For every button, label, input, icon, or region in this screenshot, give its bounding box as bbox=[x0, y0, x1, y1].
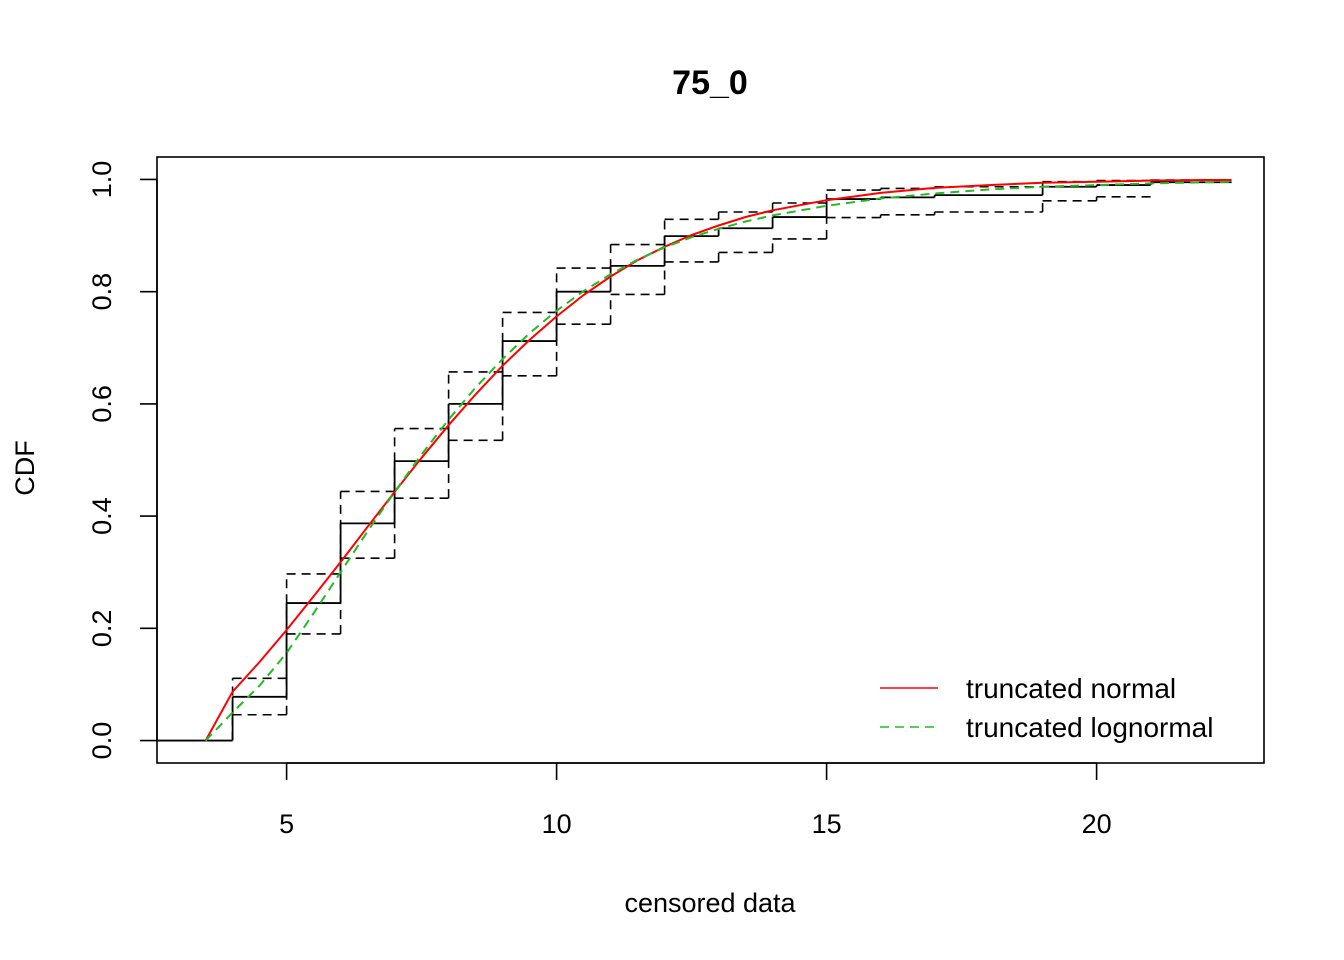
x-axis: 5 10 15 20 bbox=[279, 762, 1112, 839]
empirical-cdf bbox=[157, 181, 1232, 742]
y-axis-label: CDF bbox=[10, 440, 40, 496]
legend-label-truncated-normal: truncated normal bbox=[966, 673, 1176, 704]
legend-label-truncated-lognormal: truncated lognormal bbox=[966, 712, 1213, 743]
y-tick-label: 0.6 bbox=[87, 385, 117, 423]
fitted-curves bbox=[204, 179, 1232, 742]
y-tick-label: 0.2 bbox=[87, 610, 117, 648]
y-axis: 0.0 0.2 0.4 0.6 0.8 1.0 bbox=[87, 161, 158, 760]
y-tick-label: 0.4 bbox=[87, 497, 117, 535]
y-tick-label: 0.0 bbox=[87, 722, 117, 760]
legend: truncated normal truncated lognormal bbox=[880, 673, 1213, 743]
series-line-truncated-lognormal bbox=[204, 180, 1232, 742]
y-tick-label: 1.0 bbox=[87, 161, 117, 199]
x-axis-label: censored data bbox=[624, 888, 796, 918]
confidence-bands bbox=[231, 179, 1205, 741]
series-line-truncated-normal bbox=[204, 179, 1232, 742]
x-tick-label: 5 bbox=[279, 809, 294, 839]
y-tick-label: 0.8 bbox=[87, 273, 117, 311]
chart-title: 75_0 bbox=[672, 64, 748, 102]
x-tick-label: 10 bbox=[542, 809, 572, 839]
x-tick-label: 15 bbox=[812, 809, 842, 839]
x-tick-label: 20 bbox=[1082, 809, 1112, 839]
